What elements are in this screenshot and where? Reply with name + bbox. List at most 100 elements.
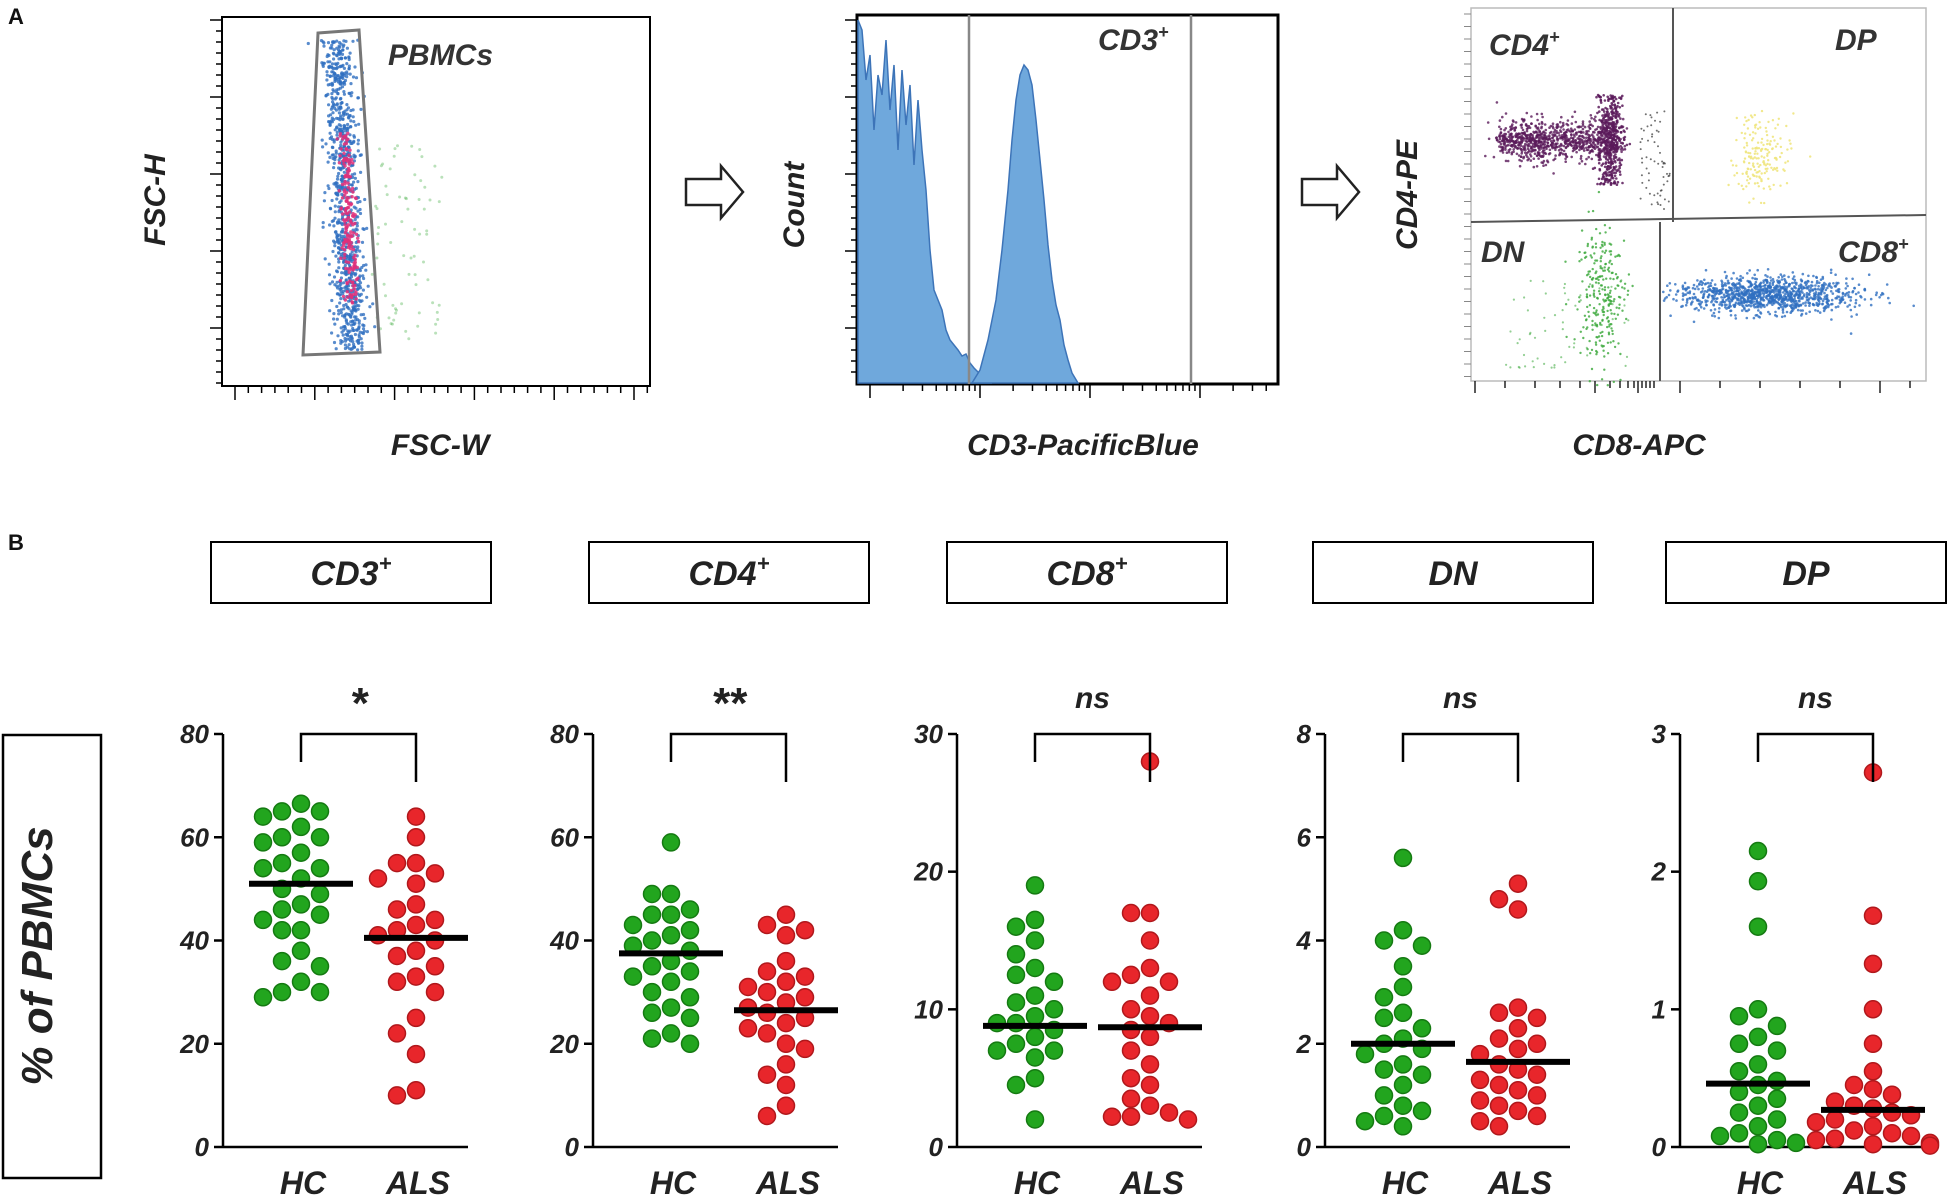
event-dot bbox=[1564, 160, 1567, 163]
event-dot bbox=[1745, 291, 1748, 295]
event-dot bbox=[1552, 130, 1556, 134]
event-dot bbox=[1782, 305, 1785, 308]
event-dot bbox=[1600, 164, 1603, 167]
event-dot bbox=[340, 64, 344, 68]
event-dot bbox=[1612, 300, 1615, 303]
event-dot bbox=[1781, 286, 1785, 290]
event-dot bbox=[357, 335, 361, 339]
data-point-hc bbox=[623, 967, 643, 986]
event-dot bbox=[1612, 340, 1615, 343]
event-dot bbox=[1599, 265, 1602, 268]
data-point-hc bbox=[680, 900, 700, 919]
event-dot bbox=[1765, 170, 1768, 173]
event-dot bbox=[1494, 136, 1498, 140]
event-dot bbox=[1593, 117, 1596, 121]
event-dot bbox=[1723, 270, 1727, 274]
event-dot bbox=[1536, 134, 1539, 137]
event-dot bbox=[1588, 270, 1592, 273]
event-dot bbox=[1561, 328, 1564, 331]
event-dot bbox=[1555, 123, 1559, 126]
data-point-als bbox=[1140, 903, 1160, 923]
data-point-hc bbox=[680, 988, 700, 1007]
panel-label-b: B bbox=[8, 530, 24, 555]
event-dot bbox=[1746, 272, 1749, 275]
event-dot bbox=[1561, 121, 1565, 125]
event-dot bbox=[1753, 152, 1757, 155]
title-box bbox=[588, 541, 870, 604]
event-dot bbox=[1762, 281, 1765, 284]
event-dot bbox=[327, 65, 331, 69]
event-dot bbox=[391, 303, 395, 307]
event-dot bbox=[1765, 133, 1769, 137]
data-point-als bbox=[757, 1106, 777, 1126]
event-dot bbox=[351, 231, 356, 235]
event-dot bbox=[1622, 136, 1626, 140]
event-dot bbox=[1560, 115, 1563, 119]
event-dot bbox=[394, 307, 397, 311]
event-dot bbox=[343, 188, 347, 192]
event-dot bbox=[1578, 296, 1581, 299]
event-dot bbox=[1683, 281, 1687, 285]
event-dot bbox=[346, 131, 350, 135]
event-dot bbox=[1527, 139, 1530, 143]
event-dot bbox=[330, 92, 334, 96]
event-dot bbox=[1710, 279, 1714, 282]
data-point-hc bbox=[1025, 910, 1045, 930]
event-dot bbox=[339, 75, 343, 79]
event-dot bbox=[1532, 130, 1535, 134]
fsc-plot-frame bbox=[221, 16, 651, 387]
event-dot bbox=[1512, 298, 1515, 301]
event-dot bbox=[1709, 281, 1712, 285]
event-dot bbox=[1760, 137, 1764, 141]
event-dot bbox=[420, 155, 424, 159]
event-dot bbox=[1644, 113, 1647, 116]
data-point-als bbox=[406, 828, 426, 847]
arrow-right-icon bbox=[684, 162, 745, 222]
event-dot bbox=[1769, 140, 1772, 143]
event-dot bbox=[337, 260, 341, 264]
event-dot bbox=[333, 62, 337, 66]
event-dot bbox=[1608, 270, 1611, 273]
event-dot bbox=[407, 337, 411, 341]
event-dot bbox=[1594, 322, 1597, 325]
event-dot bbox=[1762, 299, 1766, 302]
event-dot bbox=[350, 244, 354, 248]
event-dot bbox=[1598, 287, 1601, 290]
event-dot bbox=[324, 142, 328, 146]
data-point-hc bbox=[661, 833, 681, 852]
event-dot bbox=[348, 72, 352, 76]
pbmc-gate-label: PBMCs bbox=[388, 39, 493, 72]
event-dot bbox=[1577, 130, 1581, 134]
event-dot bbox=[1812, 297, 1815, 300]
event-dot bbox=[330, 298, 334, 303]
event-dot bbox=[1802, 302, 1805, 305]
data-point-als bbox=[1489, 1075, 1509, 1095]
event-dot bbox=[354, 292, 358, 296]
event-dot bbox=[431, 301, 435, 305]
data-point-als bbox=[1863, 1117, 1883, 1136]
event-dot bbox=[340, 234, 344, 238]
event-dot bbox=[1563, 292, 1567, 295]
event-dot bbox=[1849, 299, 1852, 302]
event-dot bbox=[379, 164, 383, 168]
event-dot bbox=[1585, 157, 1588, 161]
event-dot bbox=[1693, 287, 1697, 291]
event-dot bbox=[1551, 122, 1555, 125]
event-dot bbox=[333, 156, 337, 160]
event-dot bbox=[332, 312, 336, 316]
event-dot bbox=[1656, 192, 1659, 195]
event-dot bbox=[1499, 142, 1503, 146]
event-dot bbox=[1850, 315, 1853, 318]
event-dot bbox=[335, 130, 339, 134]
event-dot bbox=[1720, 296, 1723, 299]
event-dot bbox=[1576, 308, 1579, 311]
event-dot bbox=[1543, 151, 1547, 155]
event-dot bbox=[1612, 165, 1615, 169]
event-dot bbox=[1564, 141, 1567, 144]
event-dot bbox=[1797, 299, 1801, 302]
event-dot bbox=[352, 205, 356, 209]
event-dot bbox=[332, 57, 336, 61]
data-point-hc bbox=[1786, 1133, 1806, 1153]
y-tick-label: 20 bbox=[549, 1029, 579, 1059]
event-dot bbox=[1603, 224, 1607, 227]
